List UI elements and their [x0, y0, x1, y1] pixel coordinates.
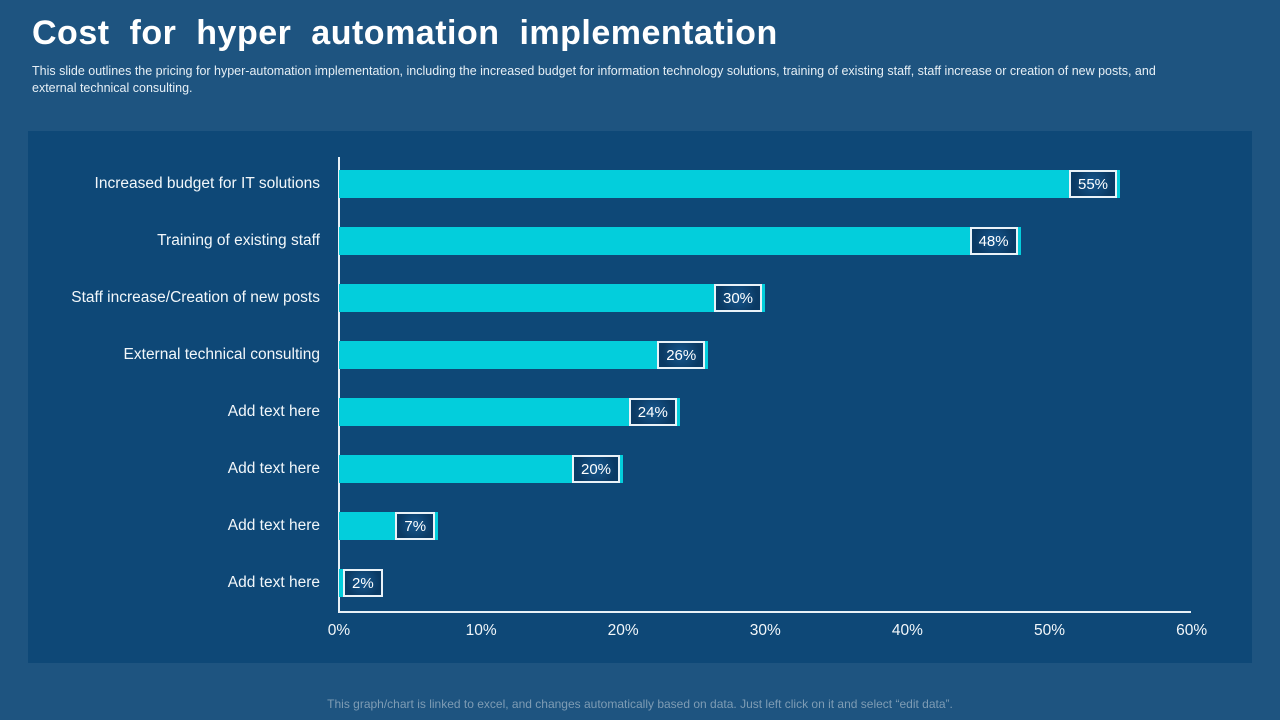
y-axis-line [338, 157, 340, 613]
chart-row: External technical consulting 26% [28, 341, 1252, 369]
category-label: Increased budget for IT solutions [94, 175, 320, 192]
category-label: Add text here [227, 517, 320, 534]
bar: 2% [339, 569, 383, 597]
bar: 26% [339, 341, 709, 369]
value-label: 24% [628, 398, 677, 426]
bar: 24% [339, 398, 680, 426]
value-label: 48% [969, 227, 1018, 255]
chart-row: Add text here 20% [28, 455, 1252, 483]
x-tick-label: 40% [891, 622, 923, 639]
value-label: 26% [657, 341, 706, 369]
x-tick-label: 60% [1176, 622, 1208, 639]
value-label: 55% [1069, 170, 1118, 198]
bar: 55% [339, 170, 1120, 198]
value-label: 20% [572, 455, 621, 483]
x-axis-line [338, 611, 1191, 613]
category-label: External technical consulting [123, 346, 320, 363]
category-label: Staff increase/Creation of new posts [71, 289, 320, 306]
chart-row: Staff increase/Creation of new posts 30% [28, 284, 1252, 312]
footer-note: This graph/chart is linked to excel, and… [327, 697, 953, 711]
bar: 20% [339, 455, 623, 483]
x-tick-label: 10% [465, 622, 497, 639]
x-tick-label: 20% [607, 622, 639, 639]
category-label: Training of existing staff [157, 232, 320, 249]
chart-row: Add text here 7% [28, 512, 1252, 540]
bar: 48% [339, 227, 1021, 255]
chart-row: Training of existing staff 48% [28, 227, 1252, 255]
category-label: Add text here [227, 460, 320, 477]
category-label: Add text here [227, 574, 320, 591]
bar: 7% [339, 512, 439, 540]
x-tick-label: 30% [749, 622, 781, 639]
bar: 30% [339, 284, 765, 312]
chart-row: Increased budget for IT solutions 55% [28, 170, 1252, 198]
x-tick-label: 0% [327, 622, 351, 639]
page-subtitle: This slide outlines the pricing for hype… [32, 64, 1156, 95]
x-tick-label: 50% [1033, 622, 1066, 639]
category-label: Add text here [227, 403, 320, 420]
chart-row: Add text here 24% [28, 398, 1252, 426]
chart-row: Add text here 2% [28, 569, 1252, 597]
chart-panel[interactable]: Increased budget for IT solutions 55% Trai… [28, 131, 1252, 663]
plot-area: Increased budget for IT solutions 55% Trai… [28, 131, 1252, 663]
value-label: 7% [395, 512, 436, 540]
page-title: Cost for hyper automation implementation [32, 14, 778, 52]
value-label: 30% [714, 284, 763, 312]
value-label: 2% [343, 569, 383, 597]
